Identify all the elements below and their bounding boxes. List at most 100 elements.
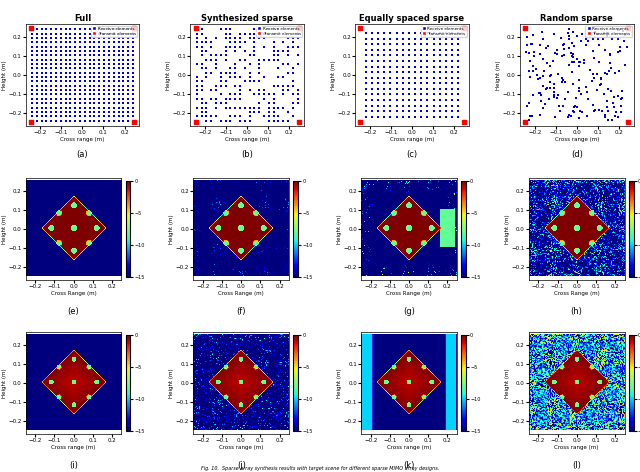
Point	[191, 73, 202, 81]
Point	[392, 68, 402, 76]
Point	[94, 65, 104, 72]
Point	[447, 35, 457, 42]
Point	[41, 100, 51, 107]
Point	[41, 112, 51, 120]
Point	[447, 51, 457, 59]
Point	[41, 56, 51, 64]
Point	[288, 104, 298, 111]
Point	[524, 117, 534, 124]
Point	[574, 114, 584, 122]
Point	[90, 25, 100, 33]
Point	[65, 39, 76, 46]
Point	[529, 92, 539, 99]
Point	[109, 43, 119, 51]
Point	[196, 112, 207, 120]
Point	[123, 65, 133, 72]
Point	[201, 108, 211, 116]
Point	[216, 117, 226, 124]
Point	[211, 104, 221, 111]
Point	[84, 86, 95, 94]
Point	[259, 43, 269, 51]
Point	[385, 51, 396, 59]
Point	[589, 107, 600, 115]
Y-axis label: Height (m): Height (m)	[2, 368, 6, 398]
Point	[606, 64, 616, 71]
Point	[269, 91, 279, 98]
Point	[220, 30, 230, 37]
Point	[99, 69, 109, 76]
Point	[201, 117, 211, 124]
Point	[94, 104, 104, 111]
Point	[46, 56, 56, 64]
Point	[283, 47, 293, 55]
Point	[549, 92, 559, 99]
Point	[532, 71, 542, 79]
Point	[128, 39, 138, 46]
Point	[557, 78, 567, 86]
Point	[60, 25, 70, 33]
Point	[416, 41, 426, 48]
Point	[254, 69, 264, 76]
Point	[288, 78, 298, 85]
Point	[563, 32, 573, 40]
Point	[435, 108, 445, 115]
Point	[196, 30, 207, 37]
Point	[220, 47, 230, 55]
Point	[216, 73, 226, 81]
Point	[269, 39, 279, 46]
Y-axis label: Height (m): Height (m)	[166, 60, 172, 90]
Text: (c): (c)	[406, 150, 417, 159]
Point	[410, 96, 420, 104]
Point	[422, 113, 433, 120]
Point	[618, 27, 628, 34]
Point	[75, 117, 85, 124]
Point	[288, 34, 298, 42]
Text: (f): (f)	[237, 307, 246, 316]
Point	[385, 85, 396, 93]
Point	[602, 30, 612, 37]
Point	[230, 91, 240, 98]
Point	[84, 108, 95, 116]
Point	[410, 108, 420, 115]
Point	[254, 108, 264, 116]
Point	[264, 56, 274, 64]
Point	[225, 65, 236, 72]
Point	[428, 85, 438, 93]
Point	[385, 113, 396, 120]
Point	[75, 47, 85, 55]
Point	[600, 69, 610, 76]
Point	[84, 25, 95, 33]
Point	[563, 29, 573, 37]
Point	[51, 82, 61, 90]
Point	[404, 29, 414, 37]
Point	[128, 117, 138, 124]
Point	[51, 34, 61, 42]
Point	[379, 68, 389, 76]
Point	[379, 96, 389, 104]
Point	[31, 100, 42, 107]
Point	[225, 104, 236, 111]
Point	[283, 60, 293, 68]
Point	[554, 102, 564, 110]
Point	[75, 34, 85, 42]
Point	[283, 43, 293, 51]
Point	[31, 30, 42, 37]
Point	[373, 96, 383, 104]
Point	[447, 63, 457, 70]
Point	[56, 30, 66, 37]
Point	[602, 32, 612, 39]
Point	[65, 78, 76, 85]
Point	[51, 56, 61, 64]
Point	[422, 108, 433, 115]
Point	[525, 73, 535, 81]
Point	[230, 112, 240, 120]
Text: (g): (g)	[403, 307, 415, 316]
Point	[51, 91, 61, 98]
Point	[46, 117, 56, 124]
Point	[80, 65, 90, 72]
Point	[574, 62, 584, 70]
Point	[428, 79, 438, 87]
Point	[36, 73, 47, 81]
Point	[41, 65, 51, 72]
Point	[392, 79, 402, 87]
